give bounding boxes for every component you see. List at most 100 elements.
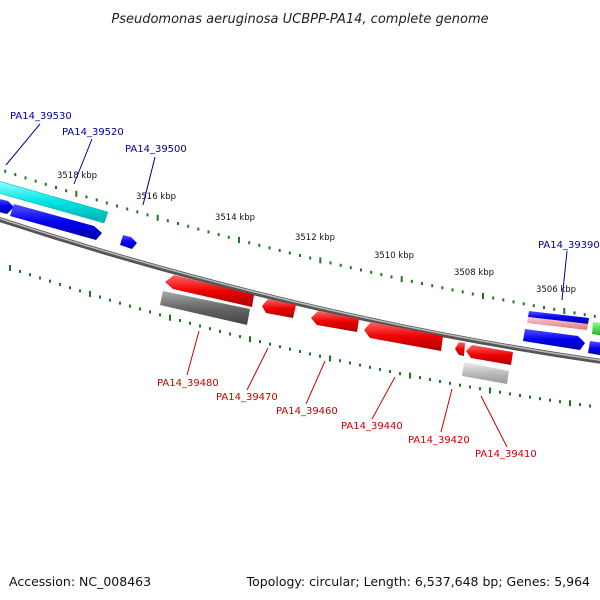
scale-minor-tick [359, 363, 361, 367]
gene-feature[interactable] [455, 342, 465, 356]
scale-minor-tick [19, 269, 21, 273]
scale-minor-tick [177, 222, 179, 225]
scale-minor-tick [553, 307, 556, 311]
scale-minor-tick [522, 302, 525, 306]
gene-label[interactable]: PA14_39390 [538, 240, 600, 251]
scale-minor-tick [543, 306, 545, 309]
scale-label: 3516 kbp [136, 192, 176, 202]
scale-minor-tick [319, 354, 321, 358]
gene-feature[interactable] [462, 362, 509, 384]
scale-major-tick [89, 290, 91, 297]
scale-minor-tick [329, 261, 332, 265]
scale-minor-tick [34, 179, 37, 183]
bottom-label-leaders [186, 330, 508, 448]
scale-minor-tick [59, 283, 61, 286]
scale-minor-tick [119, 301, 121, 305]
gene-feature[interactable] [262, 299, 296, 318]
scale-major-tick [156, 214, 159, 221]
scale-minor-tick [471, 292, 474, 296]
scale-minor-tick [166, 219, 169, 223]
reverse-strand-genes [160, 275, 513, 384]
gene-feature[interactable] [10, 204, 102, 240]
accession-text: Accession: NC_008463 [9, 574, 151, 589]
scale-minor-tick [209, 327, 211, 331]
scale-minor-tick [579, 403, 581, 407]
scale-minor-tick [309, 256, 312, 260]
gene-label[interactable]: PA14_39480 [157, 378, 219, 389]
gene-feature[interactable] [120, 235, 137, 249]
scale-minor-tick [339, 263, 342, 267]
scale-minor-tick [549, 398, 551, 402]
scale-minor-tick [159, 313, 161, 317]
gene-feature[interactable] [592, 322, 600, 336]
scale-minor-tick [583, 313, 586, 317]
scale-major-tick [569, 400, 571, 407]
scale-track-top [4, 169, 596, 318]
scale-minor-tick [502, 298, 505, 302]
scale-minor-tick [258, 243, 261, 247]
gene-feature[interactable] [311, 311, 359, 332]
scale-minor-tick [49, 279, 51, 283]
gene-label[interactable]: PA14_39520 [62, 127, 124, 138]
scale-major-tick [563, 308, 566, 315]
scale-track-bottom [9, 265, 591, 408]
gene-label[interactable]: PA14_39460 [276, 406, 338, 417]
scale-minor-tick [69, 286, 71, 290]
scale-minor-tick [410, 279, 413, 283]
scale-minor-tick [149, 310, 151, 314]
scale-minor-tick [573, 311, 576, 315]
scale-minor-tick [229, 332, 231, 336]
scale-minor-tick [370, 270, 373, 274]
scale-major-tick [409, 372, 411, 379]
scale-minor-tick [187, 224, 190, 228]
scale-major-tick [319, 257, 322, 264]
scale-minor-tick [44, 182, 47, 186]
gene-feature[interactable] [527, 317, 588, 330]
scale-major-tick [482, 293, 484, 299]
scale-minor-tick [529, 395, 531, 399]
gene-feature[interactable] [588, 341, 600, 356]
scale-minor-tick [217, 233, 220, 237]
scale-minor-tick [389, 370, 391, 373]
scale-major-tick [329, 355, 331, 362]
forward-strand-genes [0, 180, 600, 356]
gene-label[interactable]: PA14_39420 [408, 435, 470, 446]
scale-minor-tick [439, 379, 441, 383]
scale-minor-tick [349, 266, 352, 270]
gene-feature[interactable] [364, 322, 443, 351]
scale-minor-tick [532, 304, 535, 308]
scale-minor-tick [512, 300, 515, 304]
gene-label[interactable]: PA14_39500 [125, 144, 187, 155]
scale-major-tick [489, 387, 491, 394]
gene-feature[interactable] [466, 345, 513, 365]
scale-minor-tick [421, 282, 423, 285]
gene-feature[interactable] [0, 198, 14, 214]
scale-minor-tick [227, 235, 230, 239]
gene-feature[interactable] [0, 180, 109, 224]
gene-label[interactable]: PA14_39470 [216, 392, 278, 403]
scale-minor-tick [289, 347, 291, 351]
scale-major-tick [400, 276, 403, 283]
gene-label[interactable]: PA14_39530 [10, 111, 72, 122]
scale-major-tick [249, 336, 251, 343]
scale-minor-tick [519, 394, 521, 397]
map-title: Pseudomonas aeruginosa UCBPP-PA14, compl… [111, 12, 488, 27]
gene-feature[interactable] [165, 275, 254, 307]
gene-feature[interactable] [528, 311, 589, 324]
scale-minor-tick [479, 387, 481, 391]
scale-minor-tick [499, 390, 501, 394]
gene-label[interactable]: PA14_39440 [341, 421, 403, 432]
gene-feature[interactable] [523, 329, 585, 350]
scale-minor-tick [248, 241, 251, 245]
scale-minor-tick [379, 367, 381, 371]
scale-minor-tick [239, 335, 241, 339]
scale-minor-tick [29, 273, 31, 277]
genome-summary-text: Topology: circular; Length: 6,537,648 bp… [246, 574, 590, 589]
gene-label[interactable]: PA14_39410 [475, 449, 537, 460]
scale-minor-tick [4, 169, 7, 173]
scale-minor-tick [136, 210, 139, 214]
gene-feature[interactable] [160, 291, 250, 325]
scale-minor-tick [380, 273, 383, 277]
scale-minor-tick [492, 296, 495, 300]
scale-minor-tick [139, 307, 141, 311]
